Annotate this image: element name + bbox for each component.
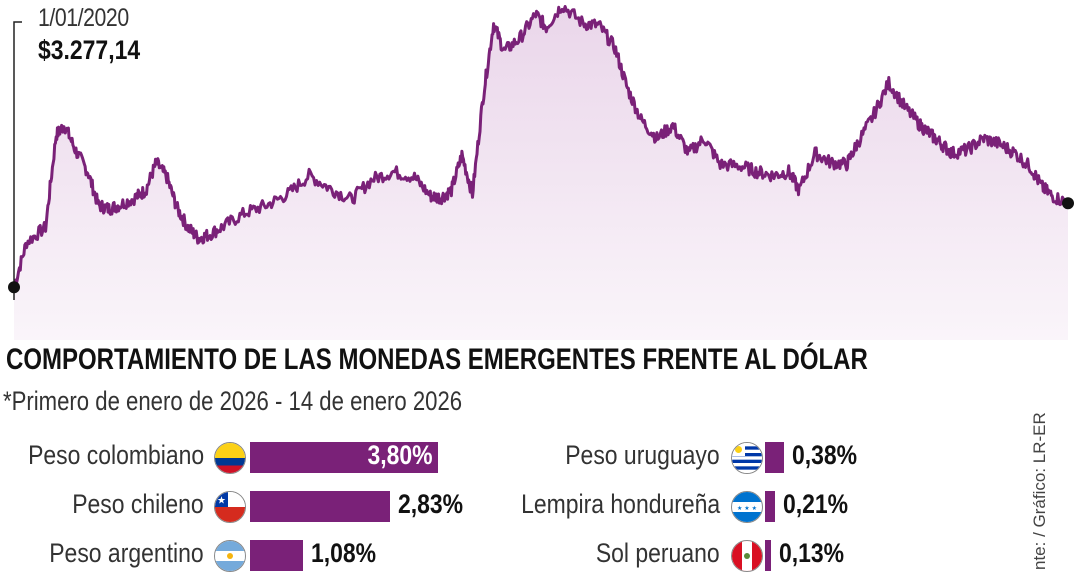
currency-bar — [765, 540, 772, 571]
currency-label: Lempira hondureña — [520, 489, 720, 519]
currency-bar — [765, 491, 776, 522]
svg-text:★: ★ — [217, 496, 226, 507]
currency-value-label: 0,13% — [779, 538, 845, 568]
currency-value-label: 0,38% — [791, 440, 857, 470]
start-point — [8, 281, 20, 294]
start-value-label: $3.277,14 — [38, 35, 141, 65]
currency-label: Sol peruano — [596, 538, 720, 568]
peru-flag-icon — [731, 540, 763, 572]
source-credit: nte: / Gráfico: LR-ER — [1030, 412, 1070, 570]
currency-label: Peso argentino — [49, 538, 204, 568]
start-date-label: 1/01/2020 — [38, 4, 129, 32]
end-point — [1062, 197, 1074, 210]
argentina-flag-icon — [214, 540, 246, 572]
currency-value-label: 0,21% — [783, 489, 849, 519]
start-leader-line — [13, 21, 22, 300]
colombia-flag-icon — [214, 442, 246, 474]
svg-text:★ ★ ★: ★ ★ ★ — [737, 505, 757, 512]
currency-value-label: 1,08% — [311, 538, 377, 568]
currency-value-label: 2,83% — [398, 489, 464, 519]
series-line — [12, 5, 1070, 288]
area-fill — [14, 6, 1068, 340]
start-annotation: 1/01/2020 $3.277,14 — [38, 4, 158, 66]
currency-bar — [765, 442, 784, 473]
currency-bar — [250, 540, 304, 571]
chart-title: COMPORTAMIENTO DE LAS MONEDAS EMERGENTES… — [6, 343, 868, 376]
currency-label: Peso colombiano — [27, 440, 204, 470]
currency-label: Peso uruguayo — [565, 440, 720, 470]
chile-flag-icon: ★ — [214, 491, 246, 523]
chart-subtitle: *Primero de enero de 2026 - 14 de enero … — [3, 386, 463, 416]
currency-value-label: 3,80% — [367, 440, 433, 470]
uruguay-flag-icon — [731, 442, 763, 474]
source-text: nte: / Gráfico: LR-ER — [1030, 412, 1049, 570]
honduras-flag-icon: ★ ★ ★ — [731, 491, 763, 523]
exchange-rate-line-chart — [8, 5, 1074, 340]
currency-bar — [250, 442, 439, 473]
currency-bar — [250, 491, 391, 522]
currency-label: Peso chileno — [72, 489, 204, 519]
